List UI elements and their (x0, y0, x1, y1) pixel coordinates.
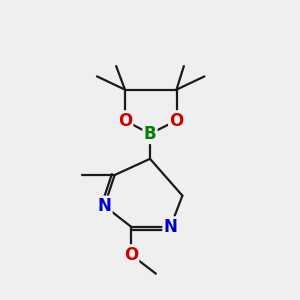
Text: O: O (124, 245, 138, 263)
Text: N: N (98, 197, 111, 215)
Text: N: N (164, 218, 178, 236)
Text: B: B (144, 125, 156, 143)
Text: O: O (118, 112, 132, 130)
Text: O: O (169, 112, 184, 130)
